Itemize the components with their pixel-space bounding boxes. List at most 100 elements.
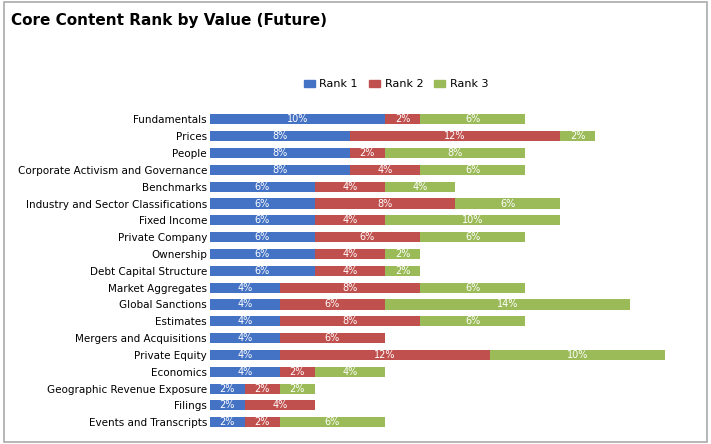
Text: 6%: 6% — [465, 115, 480, 124]
Text: 8%: 8% — [272, 131, 287, 141]
Bar — [210, 350, 280, 360]
Bar — [350, 131, 560, 141]
Bar — [210, 417, 245, 427]
Bar — [315, 266, 385, 276]
Bar — [210, 333, 280, 343]
Text: 2%: 2% — [395, 249, 410, 259]
Bar — [560, 131, 595, 141]
Bar — [280, 384, 315, 394]
Bar — [210, 299, 280, 309]
Text: 2%: 2% — [220, 417, 235, 427]
Bar — [210, 384, 245, 394]
Bar — [210, 232, 315, 242]
Bar — [280, 316, 420, 326]
Bar — [245, 384, 280, 394]
Bar — [210, 131, 350, 141]
Text: 2%: 2% — [395, 115, 410, 124]
Bar — [280, 283, 420, 293]
Text: 2%: 2% — [220, 384, 235, 394]
Bar — [280, 367, 315, 377]
Bar — [385, 266, 420, 276]
Text: 4%: 4% — [342, 249, 358, 259]
Text: 6%: 6% — [360, 232, 375, 242]
Bar — [315, 232, 420, 242]
Text: 6%: 6% — [465, 283, 480, 293]
Bar — [315, 215, 385, 226]
Bar — [420, 165, 525, 175]
Bar — [280, 417, 385, 427]
Text: 6%: 6% — [465, 316, 480, 326]
Bar — [280, 333, 385, 343]
Text: 2%: 2% — [289, 367, 305, 377]
Text: 14%: 14% — [497, 300, 518, 309]
Bar — [385, 182, 455, 192]
Bar — [315, 367, 385, 377]
Bar — [315, 249, 385, 259]
Text: 4%: 4% — [342, 266, 358, 276]
Text: 6%: 6% — [255, 215, 270, 226]
Text: 2%: 2% — [395, 266, 410, 276]
Text: 4%: 4% — [237, 316, 252, 326]
Legend: Rank 1, Rank 2, Rank 3: Rank 1, Rank 2, Rank 3 — [299, 75, 493, 94]
Text: 6%: 6% — [325, 417, 340, 427]
Bar — [385, 115, 420, 124]
Text: 4%: 4% — [378, 165, 392, 175]
Text: 6%: 6% — [500, 198, 515, 209]
Text: 4%: 4% — [237, 300, 252, 309]
Bar — [385, 215, 560, 226]
Bar — [315, 198, 455, 209]
Bar — [420, 283, 525, 293]
Text: 2%: 2% — [220, 400, 235, 410]
Text: 2%: 2% — [255, 417, 270, 427]
Bar — [245, 417, 280, 427]
Text: 8%: 8% — [272, 148, 287, 158]
Text: 4%: 4% — [342, 367, 358, 377]
Text: 12%: 12% — [374, 350, 396, 360]
Bar — [210, 215, 315, 226]
Bar — [385, 299, 630, 309]
Bar — [210, 316, 280, 326]
Bar — [420, 232, 525, 242]
Bar — [350, 148, 385, 158]
Bar — [420, 316, 525, 326]
Bar — [315, 182, 385, 192]
Text: Core Content Rank by Value (Future): Core Content Rank by Value (Future) — [11, 13, 326, 28]
Bar — [210, 165, 350, 175]
Text: 10%: 10% — [567, 350, 589, 360]
Text: 8%: 8% — [378, 198, 392, 209]
Bar — [280, 350, 490, 360]
Text: 4%: 4% — [237, 367, 252, 377]
Text: 6%: 6% — [255, 232, 270, 242]
Text: 4%: 4% — [412, 182, 427, 192]
Text: 10%: 10% — [462, 215, 483, 226]
Text: 6%: 6% — [325, 300, 340, 309]
Bar — [490, 350, 665, 360]
Text: 8%: 8% — [342, 283, 358, 293]
Text: 12%: 12% — [444, 131, 466, 141]
Bar — [210, 266, 315, 276]
Text: 2%: 2% — [289, 384, 305, 394]
Text: 4%: 4% — [342, 215, 358, 226]
Bar — [350, 165, 420, 175]
Text: 6%: 6% — [465, 232, 480, 242]
Text: 6%: 6% — [325, 333, 340, 343]
Text: 4%: 4% — [237, 350, 252, 360]
Text: 4%: 4% — [237, 333, 252, 343]
Bar — [385, 249, 420, 259]
Text: 4%: 4% — [342, 182, 358, 192]
Bar — [210, 115, 385, 124]
Bar — [245, 400, 315, 411]
Text: 4%: 4% — [237, 283, 252, 293]
Text: 2%: 2% — [360, 148, 375, 158]
Text: 6%: 6% — [255, 182, 270, 192]
Bar — [210, 249, 315, 259]
Text: 4%: 4% — [272, 400, 287, 410]
Bar — [455, 198, 560, 209]
Text: 10%: 10% — [287, 115, 308, 124]
Text: 8%: 8% — [342, 316, 358, 326]
Bar — [385, 148, 525, 158]
Bar — [210, 182, 315, 192]
Bar — [210, 148, 350, 158]
Bar — [280, 299, 385, 309]
Text: 8%: 8% — [447, 148, 463, 158]
